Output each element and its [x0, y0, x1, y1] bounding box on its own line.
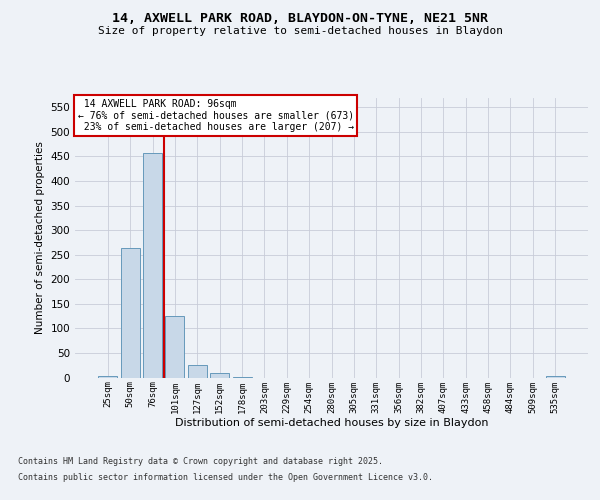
Text: 14 AXWELL PARK ROAD: 96sqm
← 76% of semi-detached houses are smaller (673)
 23% : 14 AXWELL PARK ROAD: 96sqm ← 76% of semi… — [77, 99, 353, 132]
Bar — [545, 376, 565, 378]
Text: Contains public sector information licensed under the Open Government Licence v3: Contains public sector information licen… — [18, 472, 433, 482]
Bar — [143, 153, 162, 378]
Bar — [210, 373, 229, 378]
Bar — [121, 248, 140, 378]
Bar — [166, 316, 184, 378]
Bar — [98, 376, 118, 378]
Text: 14, AXWELL PARK ROAD, BLAYDON-ON-TYNE, NE21 5NR: 14, AXWELL PARK ROAD, BLAYDON-ON-TYNE, N… — [112, 12, 488, 26]
Bar — [188, 364, 207, 378]
Text: Contains HM Land Registry data © Crown copyright and database right 2025.: Contains HM Land Registry data © Crown c… — [18, 458, 383, 466]
Y-axis label: Number of semi-detached properties: Number of semi-detached properties — [35, 141, 45, 334]
Text: Size of property relative to semi-detached houses in Blaydon: Size of property relative to semi-detach… — [97, 26, 503, 36]
X-axis label: Distribution of semi-detached houses by size in Blaydon: Distribution of semi-detached houses by … — [175, 418, 488, 428]
